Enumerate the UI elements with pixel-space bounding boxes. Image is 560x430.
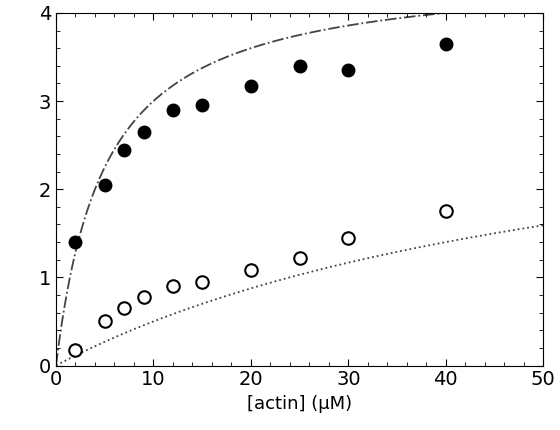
X-axis label: [actin] (μM): [actin] (μM) (247, 395, 352, 413)
